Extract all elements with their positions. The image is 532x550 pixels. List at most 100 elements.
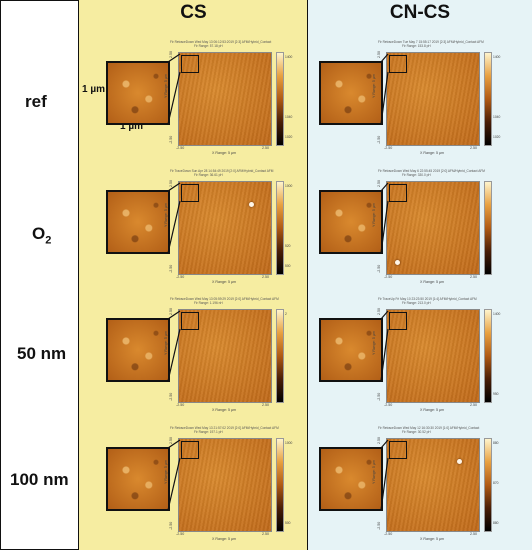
cs-row2-inset xyxy=(106,190,170,254)
cncs-row3-y-axis-label: Y Range: 5 µm xyxy=(372,331,376,355)
cncs-row1-y-tick-bottom: -2.50 xyxy=(377,135,381,144)
cs-row2-particle xyxy=(249,202,254,207)
cs-row1-afm-scan xyxy=(178,52,272,146)
cncs-row4-afm-scan xyxy=(386,438,480,532)
scale-label-horizontal: 1 µm xyxy=(120,121,143,132)
cs-row3-colorbar-tick: 2 xyxy=(285,312,287,316)
cs-row3-x-tick-left: -2.50 xyxy=(176,403,185,407)
cncs-row3-x-tick-right: 2.50 xyxy=(470,403,477,407)
cs-row2-y-tick-bottom: -2.50 xyxy=(169,264,173,273)
cncs-row2-x-tick-right: 2.50 xyxy=(470,275,477,279)
cs-row4-y-axis-label: Y Range: 5 µm xyxy=(164,460,168,484)
cncs-row4-colorbar-tick: 880 xyxy=(493,441,499,445)
cncs-row1-x-tick-right: 2.50 xyxy=(470,146,477,150)
cs-row1-x-tick-right: 2.50 xyxy=(262,146,269,150)
cs-row2-y-axis-label: Y Range: 5 µm xyxy=(164,203,168,227)
cncs-row2-y-tick-bottom: -2.50 xyxy=(377,264,381,273)
cs-row4-scan-range: Fir Range: 197.1 pH xyxy=(194,430,223,434)
cncs-row4-scan-header: Fir RetraceDown Wed May 12 16:30:30 2019… xyxy=(378,426,480,430)
cncs-row2-colorbar xyxy=(484,181,492,275)
cncs-row2-scan-range: Fir Range: 330.0 pH xyxy=(402,173,431,177)
cncs-row1-x-tick-left: -2.50 xyxy=(384,146,393,150)
cncs-row1-y-tick-top: 2.50 xyxy=(377,51,381,58)
cs-row4-zoom-box xyxy=(181,441,199,459)
cncs-row3-scan-header: Fir TraceUp Fri May 10 23:23:50 2019 [1:… xyxy=(378,297,477,301)
cs-row2-colorbar-tick: 520 xyxy=(285,244,291,248)
cs-row4-colorbar-tick: 500 xyxy=(285,521,291,525)
cncs-row3-x-tick-left: -2.50 xyxy=(384,403,393,407)
cncs-row2-x-tick-left: -2.50 xyxy=(384,275,393,279)
cncs-row2-particle xyxy=(395,260,400,265)
cs-row3-zoom-box xyxy=(181,312,199,330)
cncs-row4-y-axis-label: Y Range: 5 µm xyxy=(372,460,376,484)
cs-row2-scan-range: Fir Range: 36.61 pH xyxy=(194,173,223,177)
cncs-row1-colorbar xyxy=(484,52,492,146)
cs-row4-x-tick-left: -2.50 xyxy=(176,532,185,536)
cs-row3-scan-header: Fir RetraceDown Wed May 13 05:59:29 2019… xyxy=(170,297,279,301)
cs-row1-y-tick-top: 2.50 xyxy=(169,51,173,58)
cncs-row3-colorbar-tick: 950 xyxy=(493,392,499,396)
cncs-row4-x-axis-label: X Range: 5 µm xyxy=(420,537,445,541)
cs-row3-y-tick-bottom: -2.50 xyxy=(169,392,173,401)
row-label-o2: O2 xyxy=(32,224,52,247)
row-label-ref: ref xyxy=(25,92,47,111)
cncs-row3-colorbar-tick: 1400 xyxy=(493,312,501,316)
cncs-row3-x-axis-label: X Range: 5 µm xyxy=(420,408,445,412)
cncs-row4-colorbar-tick: 870 xyxy=(493,481,499,485)
cs-row3-x-axis-label: X Range: 5 µm xyxy=(212,408,237,412)
cncs-row3-afm-scan xyxy=(386,309,480,403)
cs-row3-colorbar xyxy=(276,309,284,403)
cs-row2-colorbar-tick: 500 xyxy=(285,264,291,268)
cs-row3-y-tick-top: 2.50 xyxy=(169,308,173,315)
cs-row1-colorbar xyxy=(276,52,284,146)
cs-row2-scan-header: Fir TraceDown Sun Apr 28 14:54:49 2019 [… xyxy=(170,169,274,173)
cncs-row4-particle xyxy=(457,459,462,464)
cs-row4-y-tick-top: 2.50 xyxy=(169,437,173,444)
cncs-row4-scan-range: Fir Range: 30.52 pH xyxy=(402,430,431,434)
cncs-row1-colorbar-tick: 1400 xyxy=(493,55,501,59)
cncs-row2-zoom-box xyxy=(389,184,407,202)
row-label-50nm: 50 nm xyxy=(17,344,67,363)
cncs-row2-inset xyxy=(319,190,383,254)
cncs-row4-y-tick-bottom: -2.50 xyxy=(377,521,381,530)
cs-row1-y-axis-label: Y Range: 5 µm xyxy=(164,74,168,98)
cncs-row1-scan-range: Fir Range: 153.8 pH xyxy=(402,44,431,48)
cncs-row3-zoom-box xyxy=(389,312,407,330)
cs-row2-y-tick-top: 2.50 xyxy=(169,180,173,187)
cncs-row4-colorbar-tick: 880 xyxy=(493,521,499,525)
scale-label-vertical: 1 µm xyxy=(82,84,105,95)
cncs-row1-colorbar-tick: 1020 xyxy=(493,135,501,139)
cncs-row1-zoom-box xyxy=(389,55,407,73)
cncs-row4-inset xyxy=(319,447,383,511)
cs-row2-afm-scan xyxy=(178,181,272,275)
cs-row2-x-axis-label: X Range: 5 µm xyxy=(212,280,237,284)
cncs-column-title: CN-CS xyxy=(389,2,451,23)
cncs-row2-y-tick-top: 2.50 xyxy=(377,180,381,187)
cs-row2-colorbar xyxy=(276,181,284,275)
cncs-row3-y-tick-bottom: -2.50 xyxy=(377,392,381,401)
cncs-row1-colorbar-tick: 1040 xyxy=(493,115,501,119)
cs-row3-inset xyxy=(106,318,170,382)
cncs-row4-colorbar xyxy=(484,438,492,532)
cncs-row2-x-axis-label: X Range: 5 µm xyxy=(420,280,445,284)
cs-row1-x-tick-left: -2.50 xyxy=(176,146,185,150)
row-label-100nm: 100 nm xyxy=(10,470,69,489)
cncs-row3-scan-range: Fir Range: 213.0 pH xyxy=(402,301,431,305)
cncs-row3-colorbar xyxy=(484,309,492,403)
cs-row4-colorbar xyxy=(276,438,284,532)
cs-row1-scan-range: Fir Range: 57.18 pH xyxy=(194,44,223,48)
cs-row2-x-tick-left: -2.50 xyxy=(176,275,185,279)
cs-row1-scan-header: Fir RetraceDown Wed May 13 06:12:53:2019… xyxy=(170,40,272,44)
cncs-row1-x-axis-label: X Range: 5 µm xyxy=(420,151,445,155)
cncs-row1-afm-scan xyxy=(386,52,480,146)
cs-row4-afm-scan xyxy=(178,438,272,532)
cncs-row4-x-tick-right: 2.50 xyxy=(470,532,477,536)
cs-row1-x-axis-label: X Range: 5 µm xyxy=(212,151,237,155)
cs-row4-x-tick-right: 2.50 xyxy=(262,532,269,536)
cs-row1-y-tick-bottom: -2.50 xyxy=(169,135,173,144)
cs-row4-colorbar-tick: 1000 xyxy=(285,441,293,445)
cs-row1-colorbar-tick: 1020 xyxy=(285,135,293,139)
cs-row3-afm-scan xyxy=(178,309,272,403)
cncs-row1-scan-header: Fir RetraceDown Tue May 7 15:55:17 2019 … xyxy=(378,40,484,44)
cs-row3-x-tick-right: 2.50 xyxy=(262,403,269,407)
